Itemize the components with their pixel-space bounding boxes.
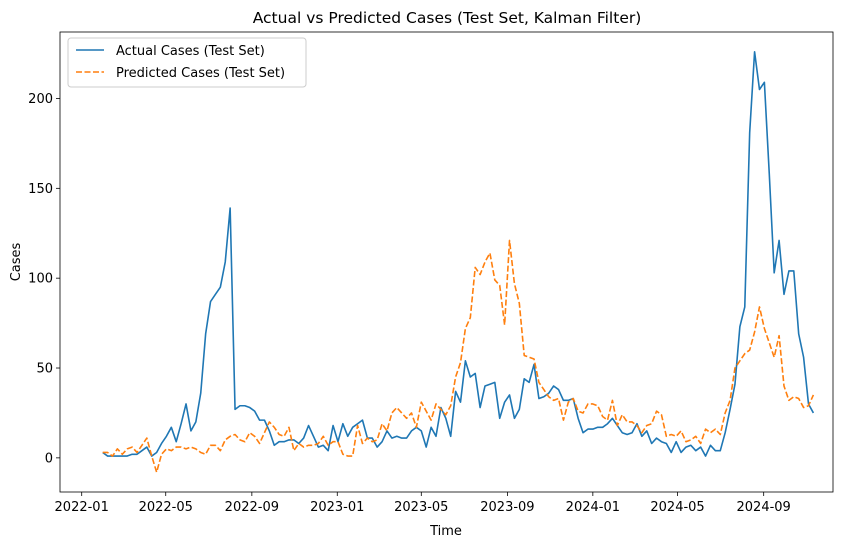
legend-box <box>67 37 307 88</box>
y-axis: 0 50 100 150 200 <box>28 92 60 466</box>
x-tick-label: 2024-05 <box>650 500 704 515</box>
legend-label-predicted: Predicted Cases (Test Set) <box>116 66 285 81</box>
series-line-1 <box>102 239 815 474</box>
x-tick-label: 2023-09 <box>480 500 534 515</box>
y-tick-label: 100 <box>28 272 53 287</box>
x-tick-label: 2023-01 <box>310 500 364 515</box>
series-layer <box>102 50 815 474</box>
series-line-0 <box>102 50 815 457</box>
y-tick-label: 50 <box>36 362 53 377</box>
y-tick-label: 0 <box>45 451 53 466</box>
x-tick-label: 2022-05 <box>139 500 193 515</box>
x-tick-label: 2022-09 <box>225 500 279 515</box>
x-axis: 2022-01 2022-05 2022-09 2023-01 2023-05 2023-… <box>55 492 791 515</box>
x-axis-label: Time <box>429 524 462 539</box>
plot-frame <box>59 31 834 493</box>
x-tick-label: 2024-01 <box>566 500 620 515</box>
x-tick-label: 2023-05 <box>394 500 448 515</box>
legend: Actual Cases (Test Set) Predicted Cases … <box>67 37 307 88</box>
y-tick-label: 150 <box>28 182 53 197</box>
legend-label-actual: Actual Cases (Test Set) <box>116 44 265 59</box>
chart-title: Actual vs Predicted Cases (Test Set, Kal… <box>253 9 642 27</box>
y-axis-label: Cases <box>9 242 24 281</box>
x-tick-label: 2024-09 <box>737 500 791 515</box>
y-tick-label: 200 <box>28 92 53 107</box>
x-tick-label: 2022-01 <box>55 500 109 515</box>
